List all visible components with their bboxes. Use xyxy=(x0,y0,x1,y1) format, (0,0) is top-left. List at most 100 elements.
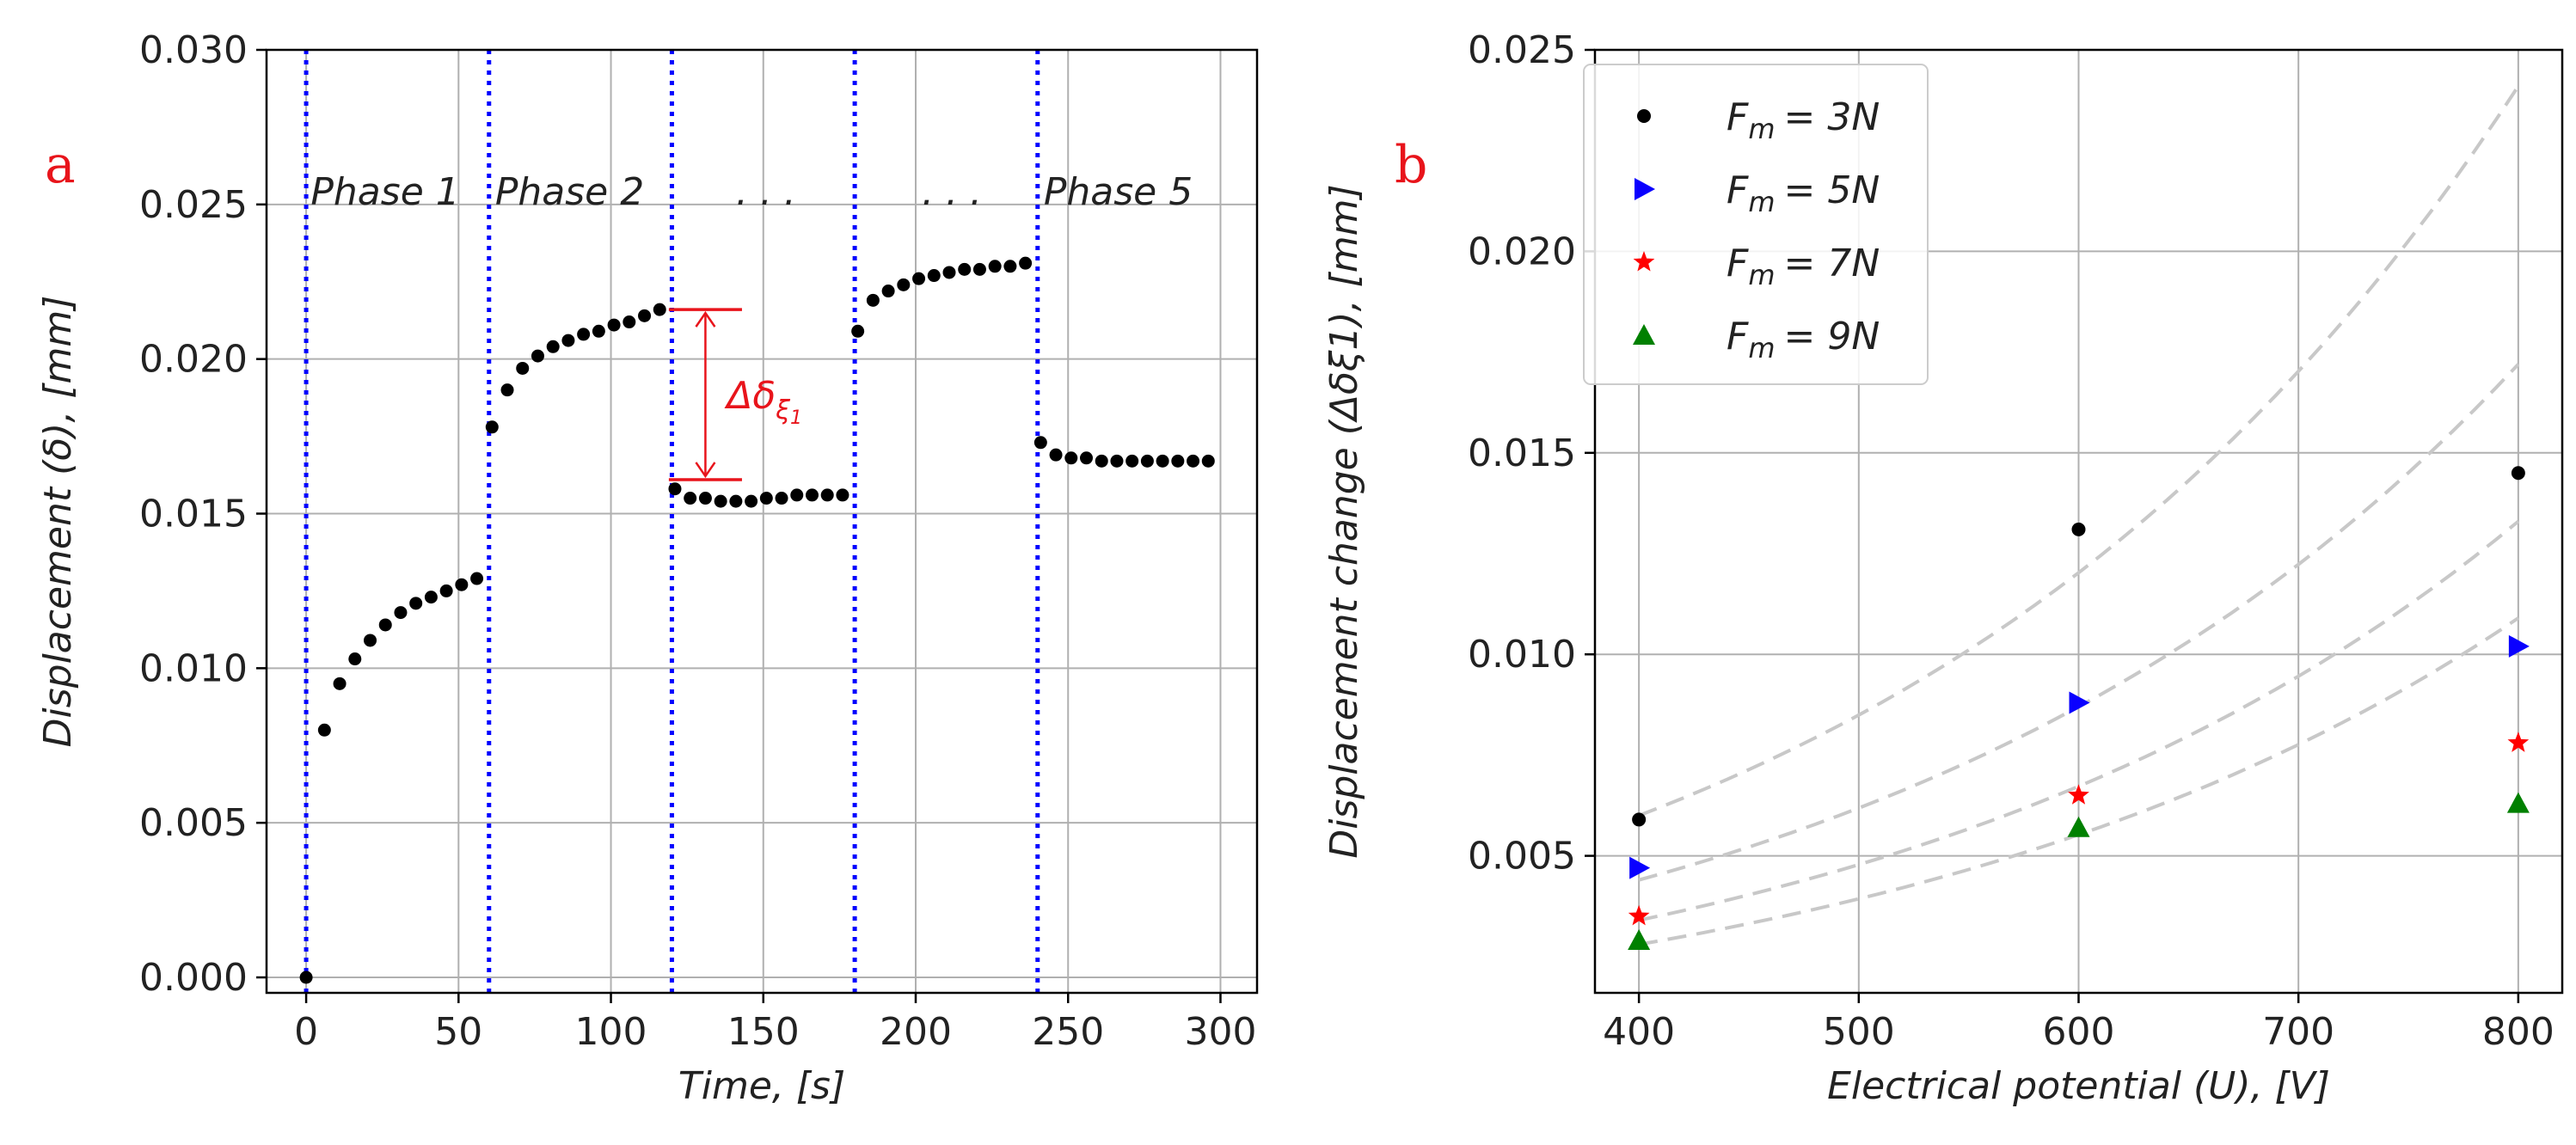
data-point-dot xyxy=(2511,466,2525,481)
data-point xyxy=(299,970,313,984)
data-point xyxy=(988,260,1002,273)
data-point xyxy=(1064,451,1078,465)
data-point-star xyxy=(2507,732,2530,752)
panel-a-annotation: Δδξ1 xyxy=(668,308,802,481)
annotation-arrow-head-up xyxy=(695,310,716,328)
panel-b-x-axis-label: Electrical potential (U), [V] xyxy=(1827,1064,2330,1108)
data-point xyxy=(1019,256,1033,270)
data-point xyxy=(759,492,773,505)
data-point xyxy=(638,309,652,322)
data-point xyxy=(577,328,591,341)
data-point-star xyxy=(1628,904,1650,926)
data-point xyxy=(607,318,621,332)
phase-label: Phase 1 xyxy=(310,170,459,214)
data-point-triangle-right xyxy=(1635,178,1655,200)
data-point xyxy=(912,272,926,285)
data-point-star xyxy=(2068,784,2089,805)
data-point xyxy=(317,723,331,737)
data-point xyxy=(836,488,849,502)
data-point xyxy=(866,293,880,307)
data-point xyxy=(1201,454,1215,468)
data-point xyxy=(1033,436,1047,450)
panel-b-letter: b xyxy=(1395,135,1427,195)
y-tick-label: 0.010 xyxy=(1468,633,1576,677)
data-point xyxy=(500,383,514,397)
data-point-triangle-up xyxy=(2506,792,2530,813)
annotation-label: Δδξ1 xyxy=(724,374,802,429)
data-point xyxy=(424,591,438,604)
y-tick-label: 0.015 xyxy=(139,493,248,536)
data-point xyxy=(698,492,712,505)
panel-a-letter: a xyxy=(45,135,76,195)
data-point xyxy=(851,324,865,338)
panel-b: 400 500 600 700 800 0.005 0.010 0.015 0.020 0.025… xyxy=(1322,28,2564,1108)
data-point xyxy=(333,677,347,690)
data-point xyxy=(1003,260,1017,273)
data-point xyxy=(881,285,895,298)
data-point xyxy=(531,349,544,363)
data-point xyxy=(958,262,972,276)
y-tick-label: 0.025 xyxy=(1468,28,1576,72)
data-point xyxy=(364,634,377,647)
data-point xyxy=(394,606,408,620)
phase-label: . . . xyxy=(736,170,796,214)
legend-entry-label: Fm = 3N xyxy=(1727,95,1880,145)
data-point xyxy=(653,303,666,316)
data-point xyxy=(1080,451,1094,465)
panel-a-phase-lines xyxy=(304,50,1040,993)
data-point xyxy=(516,361,530,375)
legend-box xyxy=(1583,64,1929,385)
data-point xyxy=(684,492,697,505)
data-point xyxy=(729,494,743,508)
x-tick-label: 100 xyxy=(575,1010,647,1054)
data-point xyxy=(972,262,986,276)
y-tick-label: 0.030 xyxy=(139,28,248,72)
data-point-dot xyxy=(1632,812,1647,827)
data-point xyxy=(1140,454,1154,468)
data-point xyxy=(745,494,758,508)
x-tick-label: 700 xyxy=(2262,1010,2334,1054)
data-point xyxy=(546,340,560,353)
panel-b-y-axis-label: Displacement change (Δδξ1), [mm] xyxy=(1322,184,1366,858)
data-point xyxy=(775,492,788,505)
fit-curve xyxy=(1638,519,2520,922)
data-point xyxy=(561,334,575,347)
data-point-dot xyxy=(2071,522,2086,536)
data-point-triangle-right xyxy=(2508,634,2530,658)
data-point xyxy=(1171,454,1185,468)
data-point xyxy=(942,266,956,279)
data-point xyxy=(714,494,727,508)
annotation-arrow-head-down xyxy=(695,462,716,479)
data-point-triangle-up xyxy=(1628,929,1651,951)
x-tick-label: 200 xyxy=(880,1010,952,1054)
y-tick-label: 0.015 xyxy=(1468,432,1576,475)
data-point-triangle-up xyxy=(2067,816,2090,837)
y-tick-label: 0.005 xyxy=(1468,835,1576,879)
data-point xyxy=(409,597,423,610)
data-point xyxy=(1156,454,1169,468)
data-point xyxy=(1049,448,1063,462)
panel-a-ticks: 0 50 100 150 200 250 300 0.000 0.005 0.010 0.015 0.… xyxy=(139,28,1256,1054)
data-point-triangle-right xyxy=(1629,856,1651,879)
panel-a: Δδξ1 0 50 100 150 200 250 300 0.000 0.005 0.010 0.… xyxy=(36,28,1259,1108)
y-tick-label: 0.005 xyxy=(139,801,248,845)
panel-a-y-axis-label: Displacement (δ), [mm] xyxy=(36,296,80,748)
panel-a-data-points xyxy=(299,256,1215,984)
data-point xyxy=(439,584,453,597)
y-tick-label: 0.020 xyxy=(1468,230,1576,273)
panel-b-ticks: 400 500 600 700 800 0.005 0.010 0.015 0.020 0.025 xyxy=(1468,28,2555,1054)
data-point xyxy=(668,482,682,496)
phase-label: . . . xyxy=(922,170,982,214)
panel-a-phase-labels: Phase 1 Phase 2 . . . . . . Phase 5 xyxy=(310,170,1193,214)
x-tick-label: 50 xyxy=(434,1010,482,1054)
data-point xyxy=(897,278,911,291)
legend-entry-label: Fm = 7N xyxy=(1727,242,1880,291)
data-point xyxy=(927,269,941,283)
data-point xyxy=(820,488,834,502)
data-point-dot xyxy=(1637,109,1651,123)
x-tick-label: 300 xyxy=(1184,1010,1256,1054)
data-point xyxy=(1125,454,1139,468)
data-point xyxy=(485,420,499,434)
x-tick-label: 500 xyxy=(1823,1010,1895,1054)
